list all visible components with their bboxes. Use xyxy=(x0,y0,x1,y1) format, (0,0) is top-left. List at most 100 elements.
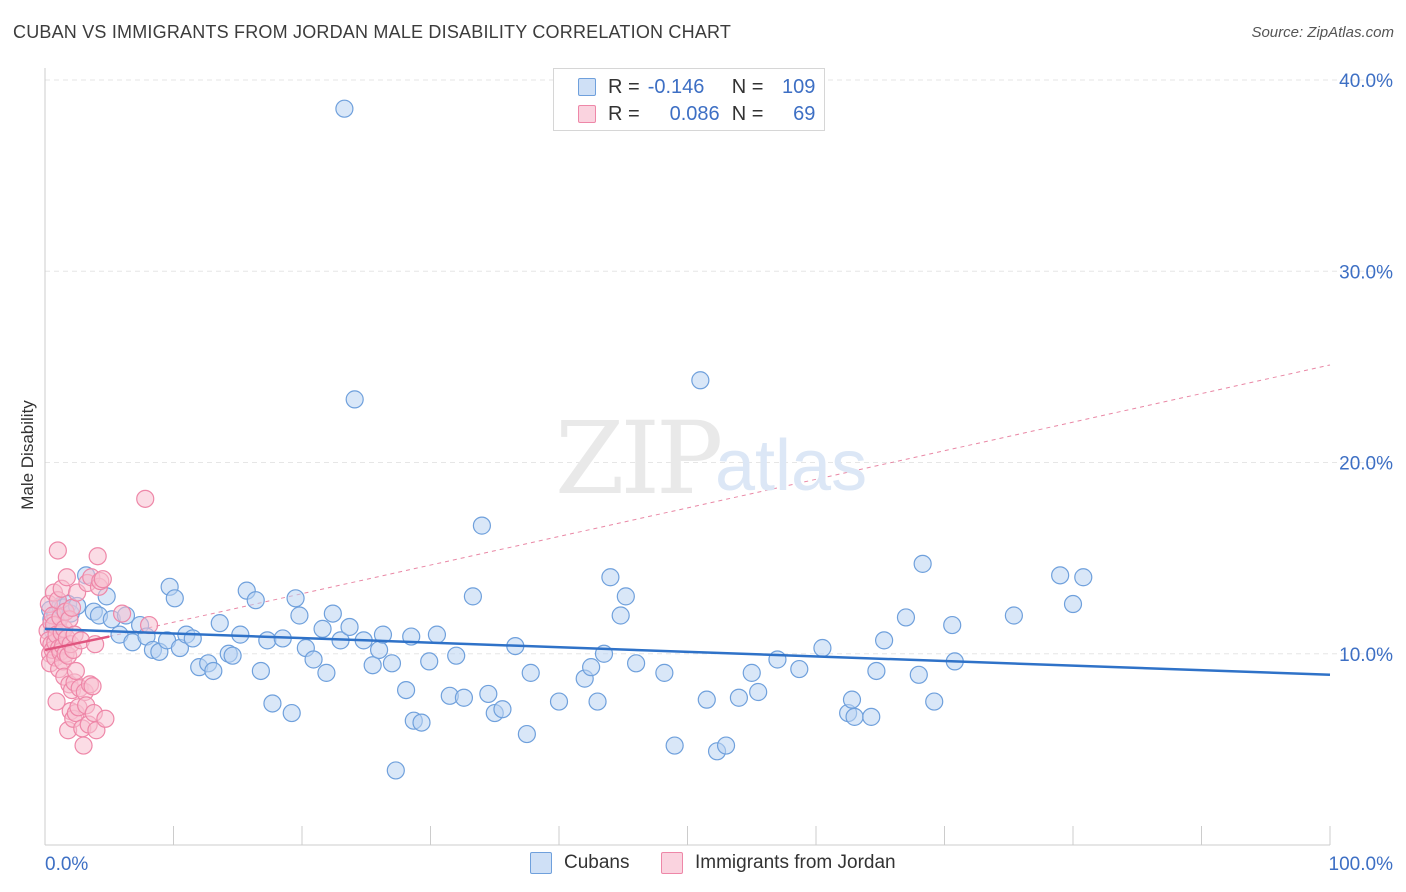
cubans-point xyxy=(616,587,635,606)
cubans-point xyxy=(386,761,405,780)
cubans-point xyxy=(223,646,242,665)
cubans-point xyxy=(601,568,620,587)
cubans-point xyxy=(382,654,402,673)
cubans-point xyxy=(842,690,862,709)
cubans-point xyxy=(611,606,630,625)
legend-cubans-swatch xyxy=(530,852,552,874)
jordan-point xyxy=(66,661,85,681)
jordan-point xyxy=(74,736,93,755)
cubans-point xyxy=(463,587,483,606)
cubans-point xyxy=(183,629,202,648)
cubans-point xyxy=(862,707,881,726)
cubans-point xyxy=(454,688,474,707)
cubans-point xyxy=(716,736,736,755)
cubans-point xyxy=(588,692,607,711)
cubans-point xyxy=(363,656,382,675)
x-tick-label: 0.0% xyxy=(45,854,88,875)
cubans-point xyxy=(479,684,498,704)
cubans-point xyxy=(655,663,674,682)
cubans-point xyxy=(521,663,540,682)
cubans-point xyxy=(943,615,962,635)
r-label: R = xyxy=(608,75,640,98)
cubans-point xyxy=(896,608,916,627)
r-value-jordan: 0.086 xyxy=(669,102,720,125)
cubans-point xyxy=(412,713,431,732)
cubans-point xyxy=(204,661,223,681)
cubans-point xyxy=(909,665,928,684)
jordan-swatch xyxy=(578,105,596,123)
cubans-point xyxy=(263,694,282,713)
cubans-point xyxy=(340,617,359,637)
r-label: R = xyxy=(608,102,640,125)
cubans-point xyxy=(370,640,389,660)
y-axis-label: Male Disability xyxy=(18,400,37,510)
source-label: Source: ZipAtlas.com xyxy=(1251,24,1394,41)
chart-title: CUBAN VS IMMIGRANTS FROM JORDAN MALE DIS… xyxy=(13,22,732,42)
legend-item-cubans[interactable]: Cubans xyxy=(530,852,630,874)
n-label: N = xyxy=(731,75,764,98)
cubans-point xyxy=(697,690,716,709)
cubans-point xyxy=(549,692,569,711)
n-value-cubans: 109 xyxy=(782,75,816,98)
cubans-point xyxy=(493,700,512,719)
cubans-point xyxy=(317,663,336,682)
cubans-point xyxy=(345,390,364,409)
cubans-point xyxy=(729,688,749,707)
cubans-point xyxy=(210,614,229,633)
cubans-point xyxy=(768,650,787,669)
cubans-point xyxy=(1063,594,1083,614)
cubans-point xyxy=(691,371,710,390)
cubans-point xyxy=(165,589,184,608)
jordan-point xyxy=(62,598,82,617)
jordan-point xyxy=(48,541,67,560)
watermark-atlas: atlas xyxy=(715,426,868,506)
cubans-point xyxy=(742,663,761,682)
legend-item-jordan[interactable]: Immigrants from Jordan xyxy=(661,852,896,874)
cubans-point xyxy=(396,680,416,700)
jordan-point xyxy=(57,568,76,587)
y-tick-label: 30.0% xyxy=(1339,262,1393,283)
cubans-point xyxy=(282,703,301,723)
cubans-point xyxy=(867,661,886,681)
cubans-point xyxy=(875,631,894,650)
cubans-point xyxy=(913,554,932,573)
cubans-point xyxy=(749,682,768,702)
cubans-point xyxy=(1074,568,1093,587)
cubans-point xyxy=(447,646,466,665)
legend-cubans-label: Cubans xyxy=(564,852,630,873)
cubans-point xyxy=(813,638,832,658)
cubans-point xyxy=(313,619,332,638)
cubans-point xyxy=(258,631,277,650)
jordan-point xyxy=(136,489,155,508)
cubans-point xyxy=(1004,606,1023,625)
cubans-point xyxy=(582,658,601,677)
stats-legend-box: R = -0.146 N = 109 R = 0.086 N = 69 xyxy=(553,68,825,131)
r-value-cubans: -0.146 xyxy=(647,75,705,98)
cubans-point xyxy=(925,692,944,711)
cubans-point xyxy=(427,625,447,644)
cubans-point xyxy=(1051,566,1070,585)
jordan-point xyxy=(47,692,66,711)
cubans-point xyxy=(665,736,684,755)
stats-row-cubans: R = -0.146 N = 109 xyxy=(578,75,815,99)
cubans-point xyxy=(845,707,864,726)
jordan-point xyxy=(96,709,115,728)
jordan-trend-line xyxy=(44,635,110,652)
legend-jordan-swatch xyxy=(661,852,683,874)
n-label: N = xyxy=(731,102,764,125)
cubans-trend-line xyxy=(44,627,1331,677)
legend-jordan-label: Immigrants from Jordan xyxy=(695,852,896,873)
jordan-point xyxy=(93,570,112,589)
jordan-trend-extension xyxy=(109,364,1331,638)
cubans-point xyxy=(420,652,439,671)
cubans-point xyxy=(246,591,265,610)
watermark-zip: ZIP xyxy=(555,400,723,517)
n-value-jordan: 69 xyxy=(793,102,816,125)
stats-row-jordan: R = 0.086 N = 69 xyxy=(578,102,815,126)
cubans-point xyxy=(290,606,309,625)
jordan-point xyxy=(112,604,132,623)
jordan-point xyxy=(83,677,102,696)
cubans-point xyxy=(472,516,491,535)
cubans-point xyxy=(790,659,809,679)
